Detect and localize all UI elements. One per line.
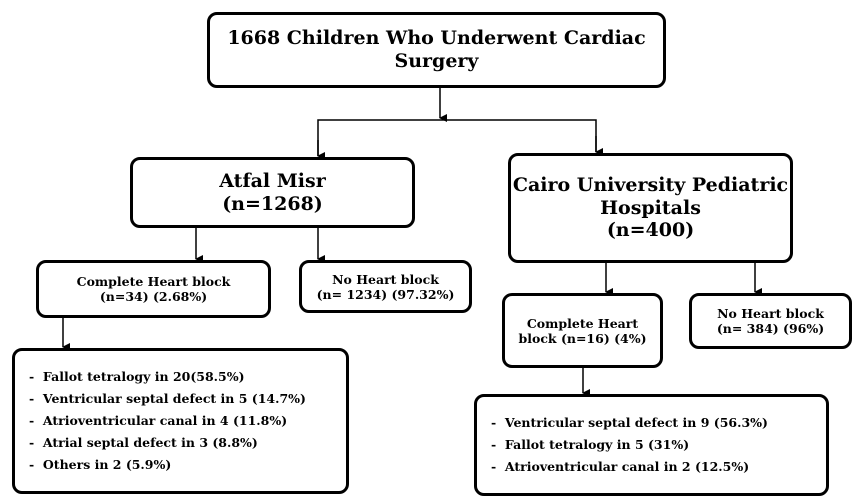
list-item: Atrioventricular canal in 4 (11.8%) xyxy=(29,410,346,432)
node-text: (n=400) xyxy=(606,219,695,242)
list-item: Ventricular septal defect in 9 (56.3%) xyxy=(491,412,826,434)
list-item: Others in 2 (5.9%) xyxy=(29,454,346,476)
node-text: Atfal Misr xyxy=(219,169,326,192)
node-text: Complete Heart xyxy=(526,315,639,331)
outcome-node: Complete Heart block (n=16) (4%) xyxy=(502,293,663,368)
list-item: Atrial septal defect in 3 (8.8%) xyxy=(29,432,346,454)
node-text: (n=1268) xyxy=(222,192,323,215)
outcome-node: No Heart block (n= 384) (96%) xyxy=(689,293,852,349)
node-text: block (n=16) (4%) xyxy=(518,330,647,346)
node-text: No Heart block xyxy=(332,271,439,287)
node-text: Complete Heart block xyxy=(76,274,231,289)
list-item: Ventricular septal defect in 5 (14.7%) xyxy=(29,388,346,410)
node-text: (n=34) (2.68%) xyxy=(99,289,208,304)
site-node: Atfal Misr (n=1268) xyxy=(130,157,415,228)
root-node: 1668 Children Who Underwent Cardiac Surge… xyxy=(207,12,666,88)
node-text: Surgery xyxy=(394,50,479,72)
node-text: (n= 1234) (97.32%) xyxy=(316,286,455,302)
node-text: 1668 Children Who Underwent Cardiac xyxy=(227,27,646,50)
list-item: Atrioventricular canal in 2 (12.5%) xyxy=(491,456,826,478)
node-text: (n= 384) (96%) xyxy=(716,321,825,336)
defect-list: Ventricular septal defect in 9 (56.3%)Fa… xyxy=(474,394,829,496)
site-node: Cairo University Pediatric Hospitals (n=40… xyxy=(508,153,793,263)
list-item: Fallot tetralogy in 20(58.5%) xyxy=(29,366,346,388)
connector xyxy=(317,119,597,156)
defect-list: Fallot tetralogy in 20(58.5%)Ventricular… xyxy=(12,348,349,494)
outcome-node: No Heart block (n= 1234) (97.32%) xyxy=(299,260,472,313)
list-item: Fallot tetralogy in 5 (31%) xyxy=(491,434,826,456)
node-text: No Heart block xyxy=(717,306,824,321)
node-text: Cairo University Pediatric xyxy=(512,173,789,196)
outcome-node: Complete Heart block (n=34) (2.68%) xyxy=(36,260,271,318)
node-text: Hospitals xyxy=(600,196,701,219)
